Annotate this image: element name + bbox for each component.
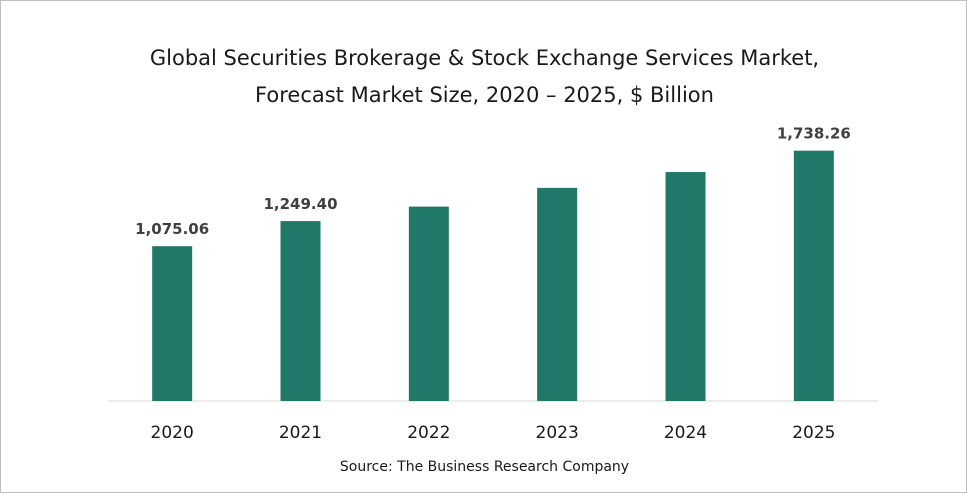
x-tick-labels-group: 2020 2021 2022 2023 2024 2025 [151, 423, 836, 443]
data-label-2025: 1,738.26 [777, 125, 851, 143]
data-labels-group: 1,075.06 1,249.40 1,738.26 [135, 125, 851, 239]
bar-2024 [665, 172, 706, 401]
bar-2020 [152, 246, 193, 401]
bars-group [152, 150, 834, 401]
source-note: Source: The Business Research Company [339, 459, 630, 475]
bar-2025 [793, 150, 834, 401]
x-tick-label-2022: 2022 [407, 423, 450, 443]
data-label-2020: 1,075.06 [135, 220, 209, 238]
chart-title-line-2: Forecast Market Size, 2020 – 2025, $ Bil… [255, 83, 714, 107]
bar-2023 [537, 187, 578, 401]
x-tick-label-2025: 2025 [792, 423, 835, 443]
data-label-2021: 1,249.40 [263, 195, 337, 213]
x-tick-label-2023: 2023 [536, 423, 579, 443]
x-tick-label-2020: 2020 [151, 423, 194, 443]
bar-2021 [280, 221, 321, 401]
chart-title-line-1: Global Securities Brokerage & Stock Exch… [149, 46, 820, 70]
bar-2022 [408, 206, 449, 401]
x-tick-label-2024: 2024 [664, 423, 707, 443]
x-tick-label-2021: 2021 [279, 423, 322, 443]
